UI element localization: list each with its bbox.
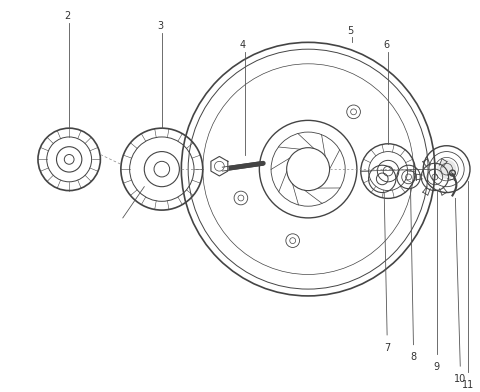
Text: 2: 2 bbox=[64, 11, 71, 21]
Text: 4: 4 bbox=[240, 40, 246, 50]
Text: 10: 10 bbox=[454, 374, 467, 384]
Polygon shape bbox=[211, 156, 228, 176]
Text: 9: 9 bbox=[434, 362, 440, 372]
Text: 5: 5 bbox=[347, 25, 353, 36]
Circle shape bbox=[437, 160, 456, 179]
Text: 11: 11 bbox=[462, 380, 474, 390]
Text: 7: 7 bbox=[384, 343, 390, 353]
Text: 8: 8 bbox=[410, 352, 417, 363]
Text: 3: 3 bbox=[157, 21, 163, 31]
Text: 6: 6 bbox=[383, 40, 389, 50]
